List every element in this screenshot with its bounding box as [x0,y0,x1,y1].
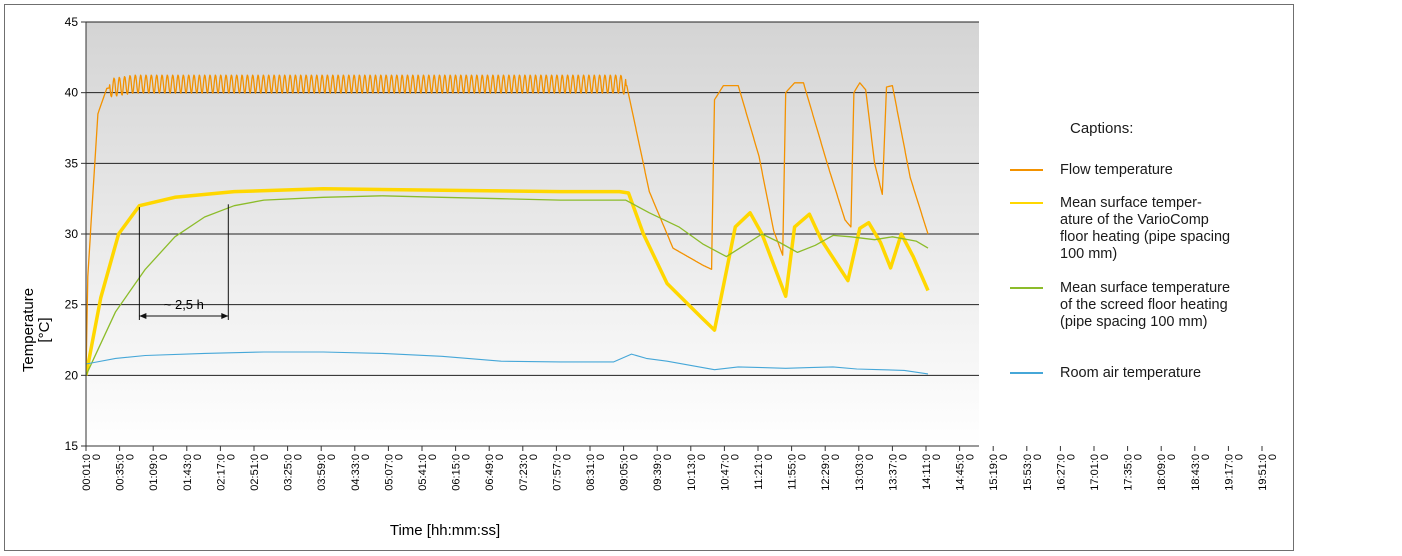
x-tick-label: 13:03:00 [854,454,876,491]
y-axis-unit: [°C] [36,317,53,342]
annotation-arrow-left [139,312,147,319]
x-tick-label: 03:59:00 [316,454,338,491]
x-tick-label: 18:43:00 [1190,454,1212,491]
legend-label: Mean surface temperature of the screed f… [1060,280,1231,330]
y-tick-label: 25 [65,298,79,312]
x-tick-label: 15:53:00 [1022,454,1044,491]
y-tick-label: 20 [65,368,79,382]
x-tick-label: 15:19:00 [988,454,1010,491]
x-tick-label: 12:29:00 [820,454,842,491]
x-tick-label: 06:49:00 [484,454,506,491]
annotation-label: ~ 2,5 h [164,297,204,312]
legend-swatch [1010,202,1043,204]
x-tick-label: 18:09:00 [1156,454,1178,491]
x-tick-label: 10:47:00 [719,454,741,491]
x-tick-label: 13:37:00 [887,454,909,491]
series-line-screed-surface [86,195,929,376]
x-tick-label: 07:57:00 [551,454,573,491]
x-tick-label: 00:01:00 [81,454,103,491]
legend-label: Flow temperature [1060,162,1173,178]
x-tick-label: 00:35:00 [115,454,137,491]
x-tick-label: 01:43:00 [182,454,204,491]
x-tick-label: 17:35:00 [1123,454,1145,491]
x-tick-label: 11:55:00 [787,454,809,490]
duration-annotation: ~ 2,5 h [138,204,229,320]
series-line-room-air [86,351,929,375]
x-tick-label: 02:17:00 [215,454,237,491]
x-tick-label: 01:09:00 [148,454,170,491]
x-tick-label: 16:27:00 [1055,454,1077,491]
x-tick-label: 06:15:00 [451,454,473,491]
x-tick-label: 14:11:00 [921,454,943,490]
y-axis-label: Temperature [20,288,37,372]
x-tick-label: 11:21:00 [753,454,775,490]
x-tick-label: 17:01:00 [1089,454,1111,491]
x-tick-label: 05:41:00 [417,454,439,491]
legend-title: Captions: [1070,120,1134,137]
legend-label: Room air temperature [1060,365,1202,381]
x-tick-label: 08:31:00 [585,454,607,491]
legend-swatch [1010,372,1043,374]
series-line-flow-temperature [86,74,929,376]
series-line-variocomp-surface [86,187,930,376]
x-tick-label: 19:51:00 [1257,454,1279,491]
x-tick-label: 14:45:00 [955,454,977,491]
x-tick-label: 09:05:00 [619,454,641,491]
y-tick-labels: 15 20 25 30 35 40 45 [65,15,86,453]
x-tick-labels: 00:01:00 00:35:00 01:09:00 01:43:00 02:17:00… [81,446,1279,491]
x-tick-label: 02:51:00 [249,454,271,491]
grid-lines [86,21,979,376]
chart-frame: 15 20 25 30 35 40 45 00:01:00 00:35:00 01:09:00 0… [4,4,1294,551]
x-tick-label: 05:07:00 [383,454,405,491]
annotation-arrow-right [221,312,229,319]
y-tick-label: 40 [65,86,79,100]
x-tick-label: 03:25:00 [283,454,305,491]
x-axis-label: Time [hh:mm:ss] [390,522,500,539]
x-tick-label: 04:33:00 [350,454,372,491]
legend-swatch [1010,168,1043,172]
x-tick-label: 09:39:00 [652,454,674,491]
legend-swatch [1010,286,1043,290]
x-tick-label: 19:17:00 [1223,454,1245,491]
legend-label: Mean surface temper- ature of the VarioC… [1060,195,1231,262]
y-tick-label: 45 [65,15,79,29]
y-tick-label: 30 [65,227,79,241]
series-lines [86,74,930,376]
x-tick-label: 10:13:00 [686,454,708,491]
y-tick-label: 35 [65,156,79,170]
y-tick-label: 15 [65,439,79,453]
x-tick-label: 07:23:00 [518,454,540,491]
